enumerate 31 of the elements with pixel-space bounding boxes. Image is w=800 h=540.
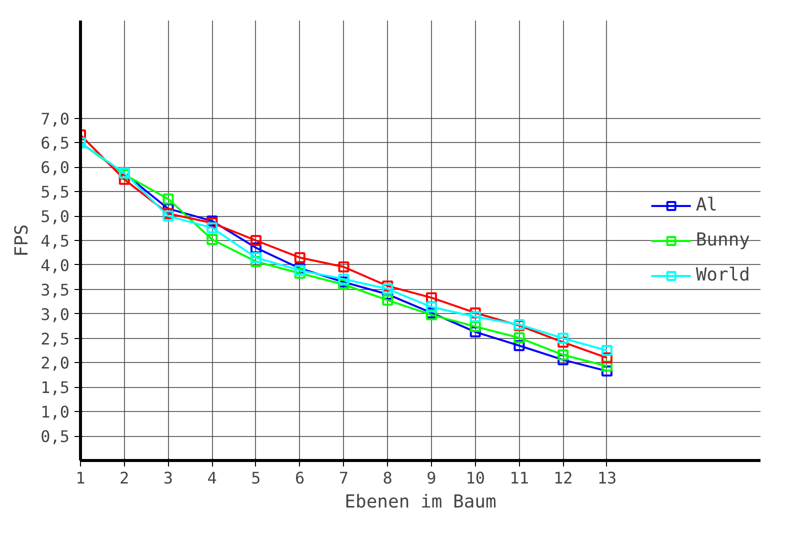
x-tick-label: 12 [553, 468, 573, 488]
y-tick-label: 6,0 [40, 158, 70, 178]
y-tick-label: 1,0 [40, 402, 70, 422]
x-tick-label: 10 [466, 468, 485, 488]
y-axis-title: FPS [12, 224, 33, 257]
x-tick-label: 9 [426, 468, 436, 488]
x-tick-label: 6 [295, 468, 305, 488]
y-tick-label: 4,5 [40, 232, 70, 250]
y-tick-label: 4,0 [40, 256, 70, 275]
x-tick-label: 3 [163, 468, 174, 488]
y-tick-label: 5,5 [40, 182, 70, 202]
y-tick-label: 3,5 [40, 280, 70, 300]
y-tick-label: 2,5 [40, 329, 70, 348]
y-tick-label: 7,0 [40, 109, 70, 128]
y-tick-label: 5,0 [40, 207, 70, 226]
x-tick-label: 4 [207, 468, 217, 488]
legend-label: World [696, 264, 750, 286]
x-tick-label: 13 [597, 468, 617, 488]
y-tick-label: 0,5 [40, 427, 70, 446]
x-tick-label: 7 [338, 468, 349, 488]
legend-label: Al [696, 194, 718, 216]
y-tick-label: 3,0 [40, 304, 70, 324]
y-tick-label: 1,5 [40, 378, 70, 398]
x-axis-title: Ebenen im Baum [344, 492, 496, 512]
x-tick-label: 11 [510, 468, 529, 488]
y-tick-label: 2,0 [40, 354, 70, 373]
x-tick-label: 1 [76, 468, 86, 488]
x-tick-label: 2 [120, 468, 130, 488]
x-tick-label: 8 [382, 468, 392, 488]
x-tick-label: 5 [251, 468, 261, 488]
y-tick-label: 6,5 [40, 134, 70, 153]
